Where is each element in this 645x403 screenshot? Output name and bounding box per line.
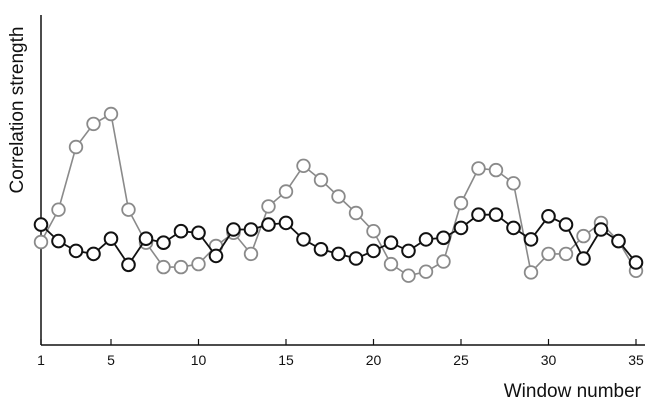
x-tick-label: 20 — [366, 352, 382, 368]
series-1-point — [506, 176, 521, 191]
series-2 — [33, 207, 644, 273]
series-1-point — [541, 246, 556, 262]
series-2-point — [418, 232, 434, 247]
series-2-point — [33, 217, 49, 232]
series-1-point — [86, 116, 101, 132]
series-1-point — [401, 268, 416, 283]
x-tick-label: 30 — [541, 352, 557, 368]
series-2-point — [471, 207, 486, 222]
series-1-point — [156, 259, 171, 275]
x-tick-label: 10 — [191, 352, 207, 368]
series-1-point — [576, 228, 591, 244]
axes — [40, 15, 645, 346]
series-2-point — [348, 251, 364, 266]
series-1-point — [173, 259, 189, 275]
series-2-point — [121, 257, 136, 273]
series-2-point — [628, 255, 644, 270]
series-2-point — [156, 235, 171, 250]
series-1-point — [313, 172, 329, 188]
series-1-point — [121, 202, 136, 217]
series-2-point — [243, 222, 259, 237]
series-1-point — [278, 184, 294, 199]
x-tick-label: 15 — [278, 352, 294, 368]
series-2-point — [366, 243, 381, 259]
series-1-point — [191, 256, 206, 272]
series-2-point — [208, 248, 224, 264]
series-1-point — [33, 234, 49, 250]
series-2-point — [173, 223, 189, 239]
series-1-point — [523, 265, 539, 280]
series-1-point — [453, 195, 469, 211]
series-1-point — [418, 264, 434, 279]
series-2-point — [576, 251, 591, 266]
series-2-point — [191, 225, 206, 241]
series-1-point — [296, 158, 311, 174]
x-tick-label: 35 — [628, 352, 644, 368]
series-1-point — [366, 223, 381, 239]
series-2-point — [593, 222, 609, 237]
series-2-point — [436, 230, 451, 246]
series-2-point — [261, 217, 276, 232]
series-2-point — [313, 242, 329, 257]
series-1-point — [51, 202, 66, 217]
series-2-point — [383, 235, 399, 250]
series-1-point — [68, 139, 84, 155]
x-tick-label: 1 — [37, 352, 45, 368]
series-layer — [33, 106, 644, 283]
series-2-point — [331, 246, 346, 262]
series-1-point — [103, 106, 119, 122]
series-2-point — [558, 217, 574, 232]
series-1-point — [383, 256, 399, 272]
series-2-point — [453, 220, 469, 236]
series-2-point — [68, 243, 84, 259]
series-2-point — [51, 233, 66, 249]
series-2-point — [103, 231, 119, 246]
series-1-point — [331, 189, 346, 204]
series-1-point — [558, 246, 574, 262]
x-ticks: 1 5 10 15 20 25 30 35 — [37, 339, 644, 368]
series-2-point — [488, 207, 504, 222]
series-1-point — [471, 161, 486, 176]
series-2-point — [541, 209, 556, 224]
y-axis-title: Correlation strength — [7, 27, 28, 194]
series-2-point — [226, 222, 241, 237]
series-2-point — [86, 246, 101, 262]
series-2-point — [611, 233, 626, 249]
series-1 — [33, 106, 644, 283]
series-1-point — [488, 162, 504, 178]
series-1-point — [436, 254, 451, 269]
series-2-point — [506, 220, 521, 236]
series-2-point — [523, 232, 539, 247]
x-tick-label: 5 — [107, 352, 115, 368]
series-2-point — [296, 232, 311, 247]
series-2-point — [401, 243, 416, 259]
series-2-point — [138, 231, 154, 246]
series-1-point — [261, 199, 276, 214]
x-tick-label: 25 — [453, 352, 469, 368]
x-axis-title: Window number — [504, 381, 642, 402]
series-1-point — [243, 246, 259, 262]
series-1-point — [348, 205, 364, 221]
series-2-point — [278, 215, 294, 231]
